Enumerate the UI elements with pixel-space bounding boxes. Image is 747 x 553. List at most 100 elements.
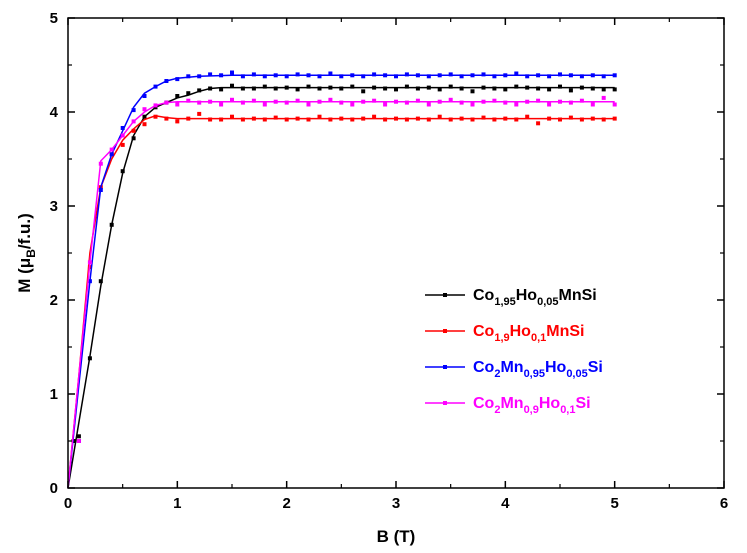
data-point — [251, 98, 256, 103]
data-point — [492, 74, 497, 79]
data-point — [612, 73, 617, 78]
data-point — [153, 114, 158, 119]
data-point — [350, 102, 355, 107]
data-point — [251, 86, 256, 91]
data-point — [295, 72, 300, 77]
data-point — [448, 97, 453, 102]
data-point — [317, 99, 322, 104]
data-point — [459, 100, 464, 105]
data-point — [295, 98, 300, 103]
data-point — [219, 73, 224, 78]
x-tick-label: 5 — [610, 495, 618, 512]
data-point — [525, 85, 530, 90]
legend-marker — [443, 365, 447, 369]
y-tick-label: 0 — [50, 480, 58, 497]
data-point — [197, 100, 202, 105]
data-point — [601, 74, 606, 79]
data-point — [372, 114, 377, 119]
data-point — [186, 91, 191, 96]
data-point — [262, 74, 267, 79]
data-point — [579, 98, 584, 103]
data-point — [426, 117, 431, 122]
data-point — [339, 116, 344, 121]
data-point — [481, 99, 486, 104]
data-point — [372, 72, 377, 77]
data-point — [109, 222, 114, 227]
data-point — [448, 117, 453, 122]
data-point — [175, 119, 180, 124]
data-point — [208, 99, 213, 104]
data-point — [536, 121, 541, 126]
data-point — [262, 84, 267, 89]
data-point — [568, 73, 573, 78]
data-point — [120, 133, 125, 138]
data-point — [558, 72, 562, 77]
data-point — [317, 86, 322, 91]
data-point — [197, 88, 202, 93]
data-point — [230, 83, 234, 88]
x-tick-label: 0 — [64, 495, 72, 512]
y-tick-label: 5 — [50, 10, 58, 27]
data-point — [426, 85, 431, 90]
data-point — [240, 74, 245, 79]
data-point — [383, 86, 388, 91]
data-point — [525, 99, 530, 104]
data-point — [361, 74, 366, 79]
data-point — [415, 116, 420, 121]
data-point — [547, 74, 552, 79]
data-point — [208, 117, 213, 122]
data-point — [415, 86, 420, 91]
data-point — [109, 147, 114, 152]
data-point — [273, 86, 278, 91]
data-point — [87, 260, 92, 265]
data-point — [547, 116, 552, 121]
data-point — [394, 116, 398, 121]
data-point — [273, 115, 278, 120]
data-point — [568, 100, 573, 105]
data-point — [164, 79, 169, 83]
data-point — [459, 74, 464, 79]
x-axis-title: B (T) — [377, 527, 416, 546]
series-layer — [67, 70, 617, 489]
data-point — [437, 114, 442, 119]
data-point — [273, 99, 278, 104]
data-point — [131, 128, 136, 133]
data-point — [361, 89, 366, 94]
data-point — [437, 73, 442, 78]
data-point — [219, 87, 224, 92]
data-point — [492, 117, 497, 122]
data-point — [98, 161, 103, 166]
data-point — [284, 100, 289, 105]
data-point — [481, 72, 486, 77]
data-point — [481, 85, 486, 90]
data-point — [558, 99, 562, 104]
data-point — [350, 117, 355, 122]
data-point — [230, 114, 234, 119]
data-point — [470, 102, 475, 107]
data-point — [186, 98, 191, 103]
data-point — [404, 100, 409, 105]
data-point — [131, 119, 136, 124]
data-point — [98, 279, 103, 284]
data-point — [590, 102, 595, 107]
data-point — [131, 108, 136, 113]
data-point — [164, 116, 169, 121]
data-point — [262, 102, 267, 107]
data-point — [219, 117, 224, 122]
data-point — [262, 117, 267, 122]
data-point — [339, 86, 344, 91]
data-point — [394, 87, 398, 92]
data-point — [590, 73, 595, 78]
data-point — [350, 73, 355, 78]
data-point — [175, 77, 180, 82]
data-point — [230, 97, 234, 102]
data-point — [175, 94, 180, 98]
legend: Co1,95Ho0,05MnSi Co1,9Ho0,1MnSi Co2Mn0,95H… — [425, 287, 603, 416]
data-point — [426, 102, 431, 107]
legend-marker — [443, 293, 447, 297]
data-point — [470, 89, 475, 94]
data-point — [328, 85, 333, 90]
data-point — [142, 94, 147, 98]
data-point — [142, 122, 147, 127]
